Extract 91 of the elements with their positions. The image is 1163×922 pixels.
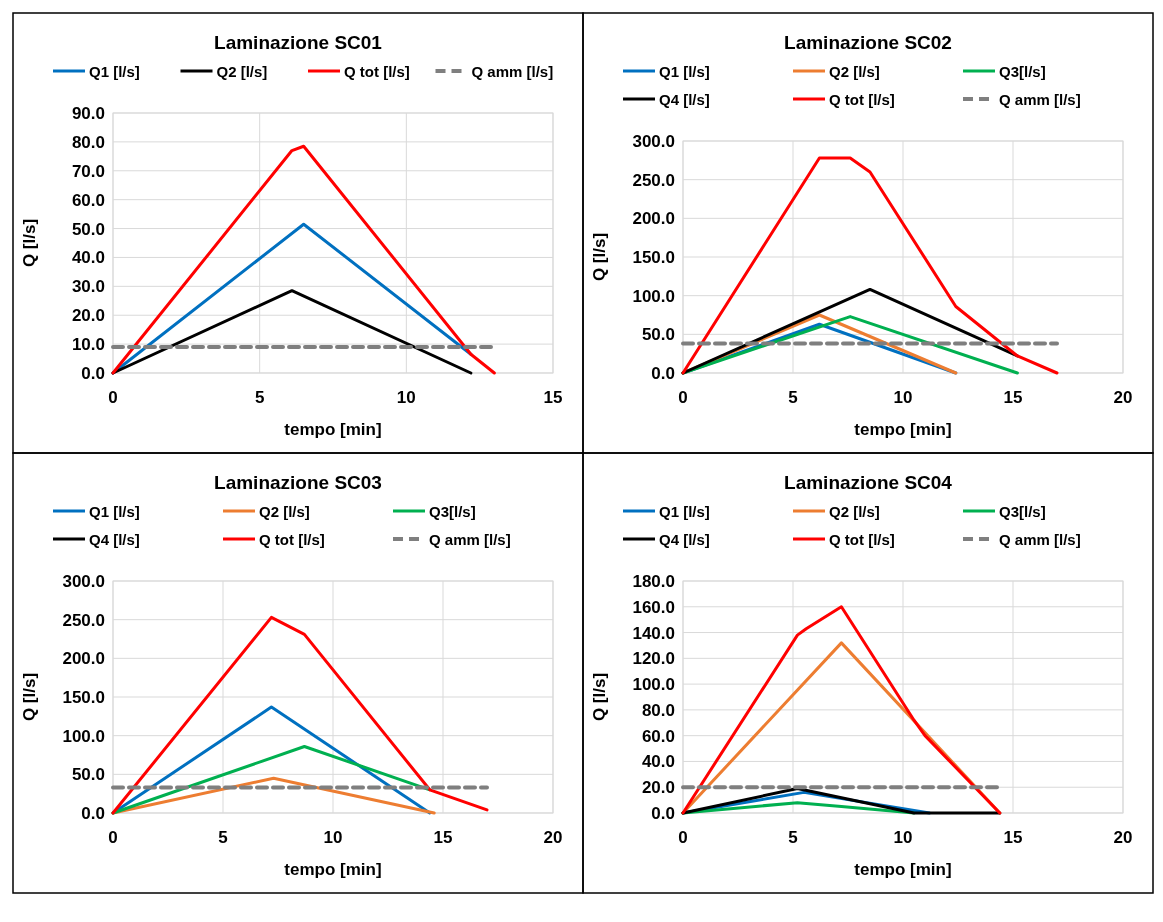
y-tick-label: 40.0 — [71, 248, 105, 268]
x-tick-label: 20 — [1113, 388, 1133, 407]
y-tick-label: 180.0 — [632, 572, 675, 591]
y-tick-label: 40.0 — [641, 752, 675, 772]
y-tick-label: 100.0 — [632, 675, 675, 695]
chart-title: Laminazione SC02 — [784, 32, 952, 53]
y-axis-title: Q [l/s] — [20, 672, 39, 722]
y-tick-label: 120.0 — [632, 649, 675, 669]
y-tick-label: 70.0 — [71, 161, 105, 181]
y-tick-label: 60.0 — [641, 726, 675, 746]
legend-label: Q2 [l/s] — [216, 63, 268, 80]
y-tick-label: 10.0 — [71, 335, 105, 355]
y-tick-label: 0.0 — [651, 364, 675, 383]
y-tick-label: 200.0 — [62, 649, 105, 669]
y-axis-title: Q [l/s] — [590, 232, 609, 282]
legend-label: Q4 [l/s] — [659, 531, 710, 548]
chart-title: Laminazione SC03 — [214, 472, 382, 493]
y-tick-label: 60.0 — [71, 190, 105, 210]
y-tick-label: 0.0 — [81, 804, 105, 823]
x-tick-label: 0 — [108, 828, 118, 847]
chart-title: Laminazione SC01 — [214, 32, 383, 53]
line-series — [111, 615, 489, 815]
y-tick-label: 50.0 — [71, 765, 105, 785]
y-tick-label: 100.0 — [62, 726, 105, 746]
y-tick-label: 200.0 — [632, 209, 675, 229]
x-tick-label: 5 — [788, 388, 798, 407]
legend-label: Q amm [l/s] — [471, 63, 554, 80]
legend-label: Q tot [l/s] — [829, 91, 895, 108]
x-tick-label: 20 — [543, 828, 563, 847]
y-tick-label: 140.0 — [632, 623, 675, 643]
y-tick-label: 100.0 — [632, 286, 675, 306]
legend-label: Q4 [l/s] — [89, 531, 140, 548]
legend-label: Q3[l/s] — [429, 503, 476, 520]
x-axis-title: tempo [min] — [284, 420, 382, 439]
y-tick-label: 0.0 — [81, 364, 105, 383]
y-axis-title: Q [l/s] — [20, 218, 39, 268]
y-tick-label: 20.0 — [71, 306, 105, 326]
x-tick-label: 0 — [678, 388, 688, 407]
x-tick-label: 10 — [893, 388, 913, 407]
legend-label: Q3[l/s] — [999, 63, 1046, 80]
legend-label: Q amm [l/s] — [999, 91, 1081, 108]
legend-label: Q4 [l/s] — [659, 91, 710, 108]
x-tick-label: 20 — [1113, 828, 1133, 847]
y-tick-label: 160.0 — [632, 597, 675, 617]
x-axis-title: tempo [min] — [284, 860, 382, 879]
x-axis-title: tempo [min] — [854, 420, 952, 439]
y-tick-label: 150.0 — [62, 688, 105, 707]
y-tick-label: 20.0 — [641, 778, 675, 798]
legend-label: Q tot [l/s] — [829, 531, 895, 548]
legend-label: Q1 [l/s] — [659, 503, 710, 520]
x-tick-label: 15 — [433, 828, 453, 847]
y-tick-label: 0.0 — [651, 804, 675, 823]
legend-label: Q1 [l/s] — [89, 63, 140, 80]
x-tick-label: 15 — [1003, 388, 1023, 407]
chart-title: Laminazione SC04 — [784, 472, 953, 493]
legend-label: Q2 [l/s] — [829, 63, 880, 80]
x-tick-label: 0 — [678, 828, 688, 847]
y-tick-label: 30.0 — [71, 277, 105, 297]
line-series — [681, 605, 1002, 815]
x-tick-label: 10 — [893, 828, 913, 847]
y-tick-label: 150.0 — [632, 248, 675, 267]
legend-label: Q tot [l/s] — [344, 63, 410, 80]
y-tick-label: 250.0 — [632, 170, 675, 190]
x-tick-label: 10 — [396, 388, 416, 407]
legend-label: Q2 [l/s] — [829, 503, 880, 520]
y-tick-label: 90.0 — [71, 104, 105, 123]
legend-label: Q1 [l/s] — [89, 503, 140, 520]
legend-label: Q amm [l/s] — [429, 531, 511, 548]
legend-label: Q tot [l/s] — [259, 531, 325, 548]
legend-label: Q2 [l/s] — [259, 503, 310, 520]
y-tick-label: 50.0 — [641, 325, 675, 345]
legend-label: Q amm [l/s] — [999, 531, 1081, 548]
legend-label: Q3[l/s] — [999, 503, 1046, 520]
y-tick-label: 300.0 — [632, 132, 675, 151]
x-tick-label: 15 — [543, 388, 563, 407]
y-tick-label: 80.0 — [71, 132, 105, 152]
x-tick-label: 15 — [1003, 828, 1023, 847]
y-axis-title: Q [l/s] — [590, 672, 609, 722]
line-series — [681, 156, 1059, 375]
x-tick-label: 5 — [254, 388, 265, 407]
x-axis-title: tempo [min] — [854, 860, 952, 879]
x-tick-label: 10 — [323, 828, 343, 847]
y-tick-label: 250.0 — [62, 610, 105, 630]
x-tick-label: 0 — [108, 388, 118, 407]
y-tick-label: 50.0 — [71, 219, 105, 239]
x-tick-label: 5 — [218, 828, 228, 847]
line-series — [111, 144, 496, 375]
y-tick-label: 300.0 — [62, 572, 105, 591]
legend-label: Q1 [l/s] — [659, 63, 710, 80]
x-tick-label: 5 — [788, 828, 798, 847]
y-tick-label: 80.0 — [641, 700, 675, 720]
